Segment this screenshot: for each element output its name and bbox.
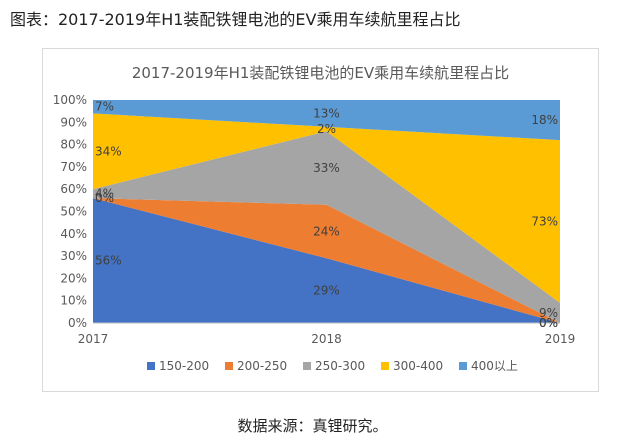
y-tick-label: 80%	[60, 138, 87, 152]
legend-label: 200-250	[237, 359, 287, 373]
data-label: 0%	[95, 191, 114, 205]
data-label: 56%	[95, 254, 122, 268]
data-source-note: 数据来源：真锂研究。	[237, 417, 388, 435]
data-label: 9%	[539, 306, 558, 320]
chart-title: 2017-2019年H1装配铁锂电池的EV乘用车续航里程占比	[131, 64, 510, 82]
legend-swatch-2	[303, 362, 311, 370]
y-tick-label: 30%	[60, 249, 87, 263]
y-tick-label: 10%	[60, 294, 87, 308]
y-tick-label: 90%	[60, 115, 87, 129]
area-series-4	[93, 100, 560, 141]
y-tick-label: 70%	[60, 160, 87, 174]
data-label: 73%	[531, 215, 558, 229]
y-tick-label: 60%	[60, 182, 87, 196]
x-tick-label: 2018	[311, 332, 342, 346]
x-tick-label: 2017	[78, 332, 109, 346]
x-tick-label: 2019	[545, 332, 576, 346]
area-series-1	[93, 198, 560, 323]
legend-swatch-1	[225, 362, 233, 370]
figure-caption: 图表：2017-2019年H1装配铁锂电池的EV乘用车续航里程占比	[10, 10, 461, 29]
data-label: 13%	[313, 106, 340, 120]
data-label: 33%	[313, 161, 340, 175]
legend-label: 150-200	[159, 359, 209, 373]
data-label: 4%	[95, 187, 114, 201]
data-label: 24%	[313, 225, 340, 239]
y-tick-label: 40%	[60, 227, 87, 241]
data-label: 18%	[531, 113, 558, 127]
stacked-area-chart: 0% 10% 20% 30% 40% 50% 60% 70% 80% 90% 100% 2017 201…	[53, 93, 576, 373]
area-series-3	[93, 113, 560, 303]
data-label: 2%	[317, 122, 336, 136]
y-tick-label: 50%	[60, 205, 87, 219]
data-label: 34%	[95, 144, 122, 158]
area-series-2	[93, 131, 560, 323]
legend-swatch-0	[147, 362, 155, 370]
legend-swatch-3	[381, 362, 389, 370]
legend-label: 250-300	[315, 359, 365, 373]
data-label: 29%	[313, 284, 340, 298]
y-tick-label: 0%	[68, 316, 87, 330]
legend-label: 400以上	[471, 359, 518, 373]
data-label: 0%	[539, 316, 558, 330]
legend-label: 300-400	[393, 359, 443, 373]
data-label: 0%	[539, 316, 558, 330]
y-tick-label: 20%	[60, 271, 87, 285]
data-label: 7%	[95, 100, 114, 114]
legend-swatch-4	[459, 362, 467, 370]
area-series-0	[93, 198, 560, 323]
y-tick-label: 100%	[53, 93, 87, 107]
